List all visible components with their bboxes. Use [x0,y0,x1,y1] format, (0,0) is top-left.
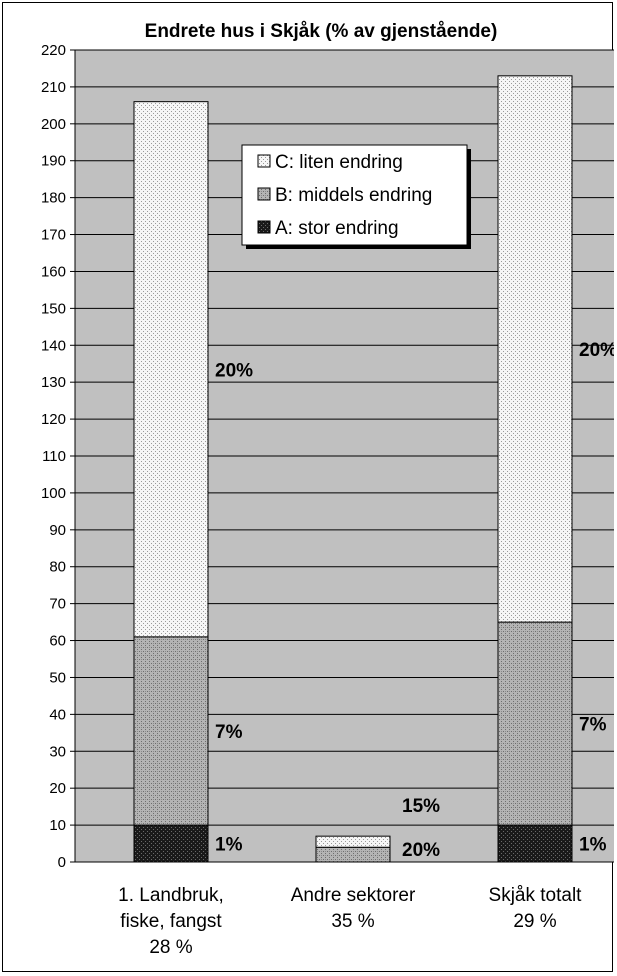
y-tick-label: 50 [49,669,66,686]
y-axis: 0 10 20 30 40 50 60 70 80 90 100 110 120 130 140 150 160… [41,42,614,871]
bar-segment [497,824,573,863]
legend-box [241,144,468,246]
data-label: 15% [402,796,440,817]
y-tick-label: 170 [41,227,66,244]
y-tick-label: 190 [41,153,66,170]
legend-item-a: A: stor endring [257,218,399,239]
data-labels: 1% 7% 20% 20% 15% 1% 7% 20% [215,340,614,861]
y-tick-label: 80 [49,559,66,576]
data-label: 20% [402,840,440,861]
legend-swatch-a [257,220,271,234]
data-label: 20% [215,360,253,381]
y-tick-label: 90 [49,522,66,539]
y-tick-label: 100 [41,485,66,502]
y-tick-label: 0 [58,854,66,871]
chart-title: Endrete hus i Skjåk (% av gjenstående) [145,21,498,42]
data-label: 20% [579,340,614,361]
y-tick-label: 210 [41,79,66,96]
legend-label-a: A: stor endring [275,218,399,239]
y-tick-label: 70 [49,596,66,613]
bar-segment [133,636,209,826]
y-tick-label: 220 [41,42,66,59]
category-label: Skjåk totalt [489,885,583,906]
bar-segment [133,101,209,638]
category-label: fiske, fangst [120,911,222,932]
data-label: 1% [579,835,607,856]
y-tick-label: 150 [41,300,66,317]
bar-segment [497,621,573,826]
legend-label-c: C: liten endring [275,152,403,173]
y-tick-label: 180 [41,190,66,207]
category-label: 29 % [513,911,556,932]
y-tick-label: 30 [49,743,66,760]
category-label: Andre sektorer [291,885,416,906]
legend-swatch-c [257,154,271,168]
y-tick-label: 40 [49,706,66,723]
y-tick-label: 10 [49,817,66,834]
bar-segment [315,846,391,863]
legend: C: liten endring B: middels endring A: s… [241,144,471,249]
y-tick-label: 120 [41,411,66,428]
legend-item-b: B: middels endring [257,185,432,206]
stacked-bar-chart: Endrete hus i Skjåk (% av gjenstående) 0… [41,21,614,958]
bar-segment [497,75,573,623]
x-axis: 1. Landbruk, fiske, fangst 28 % Andre sekto… [118,885,582,958]
data-label: 7% [215,722,243,743]
y-tick-label: 140 [41,337,66,354]
y-tick-label: 160 [41,263,66,280]
y-tick-label: 60 [49,633,66,650]
y-tick-label: 110 [42,448,66,465]
bars [133,75,573,863]
legend-swatch-b [257,187,271,201]
data-label: 1% [215,835,243,856]
category-label: 28 % [149,937,192,958]
legend-label-b: B: middels endring [275,185,432,206]
y-tick-label: 130 [41,374,66,391]
category-label: 1. Landbruk, [118,885,224,906]
y-tick-label: 20 [49,780,66,797]
bar-segment [315,835,391,848]
legend-item-c: C: liten endring [257,152,403,173]
bar-segment [133,824,209,863]
y-tick-label: 200 [41,116,66,133]
data-label: 7% [579,715,607,736]
category-label: 35 % [331,911,374,932]
